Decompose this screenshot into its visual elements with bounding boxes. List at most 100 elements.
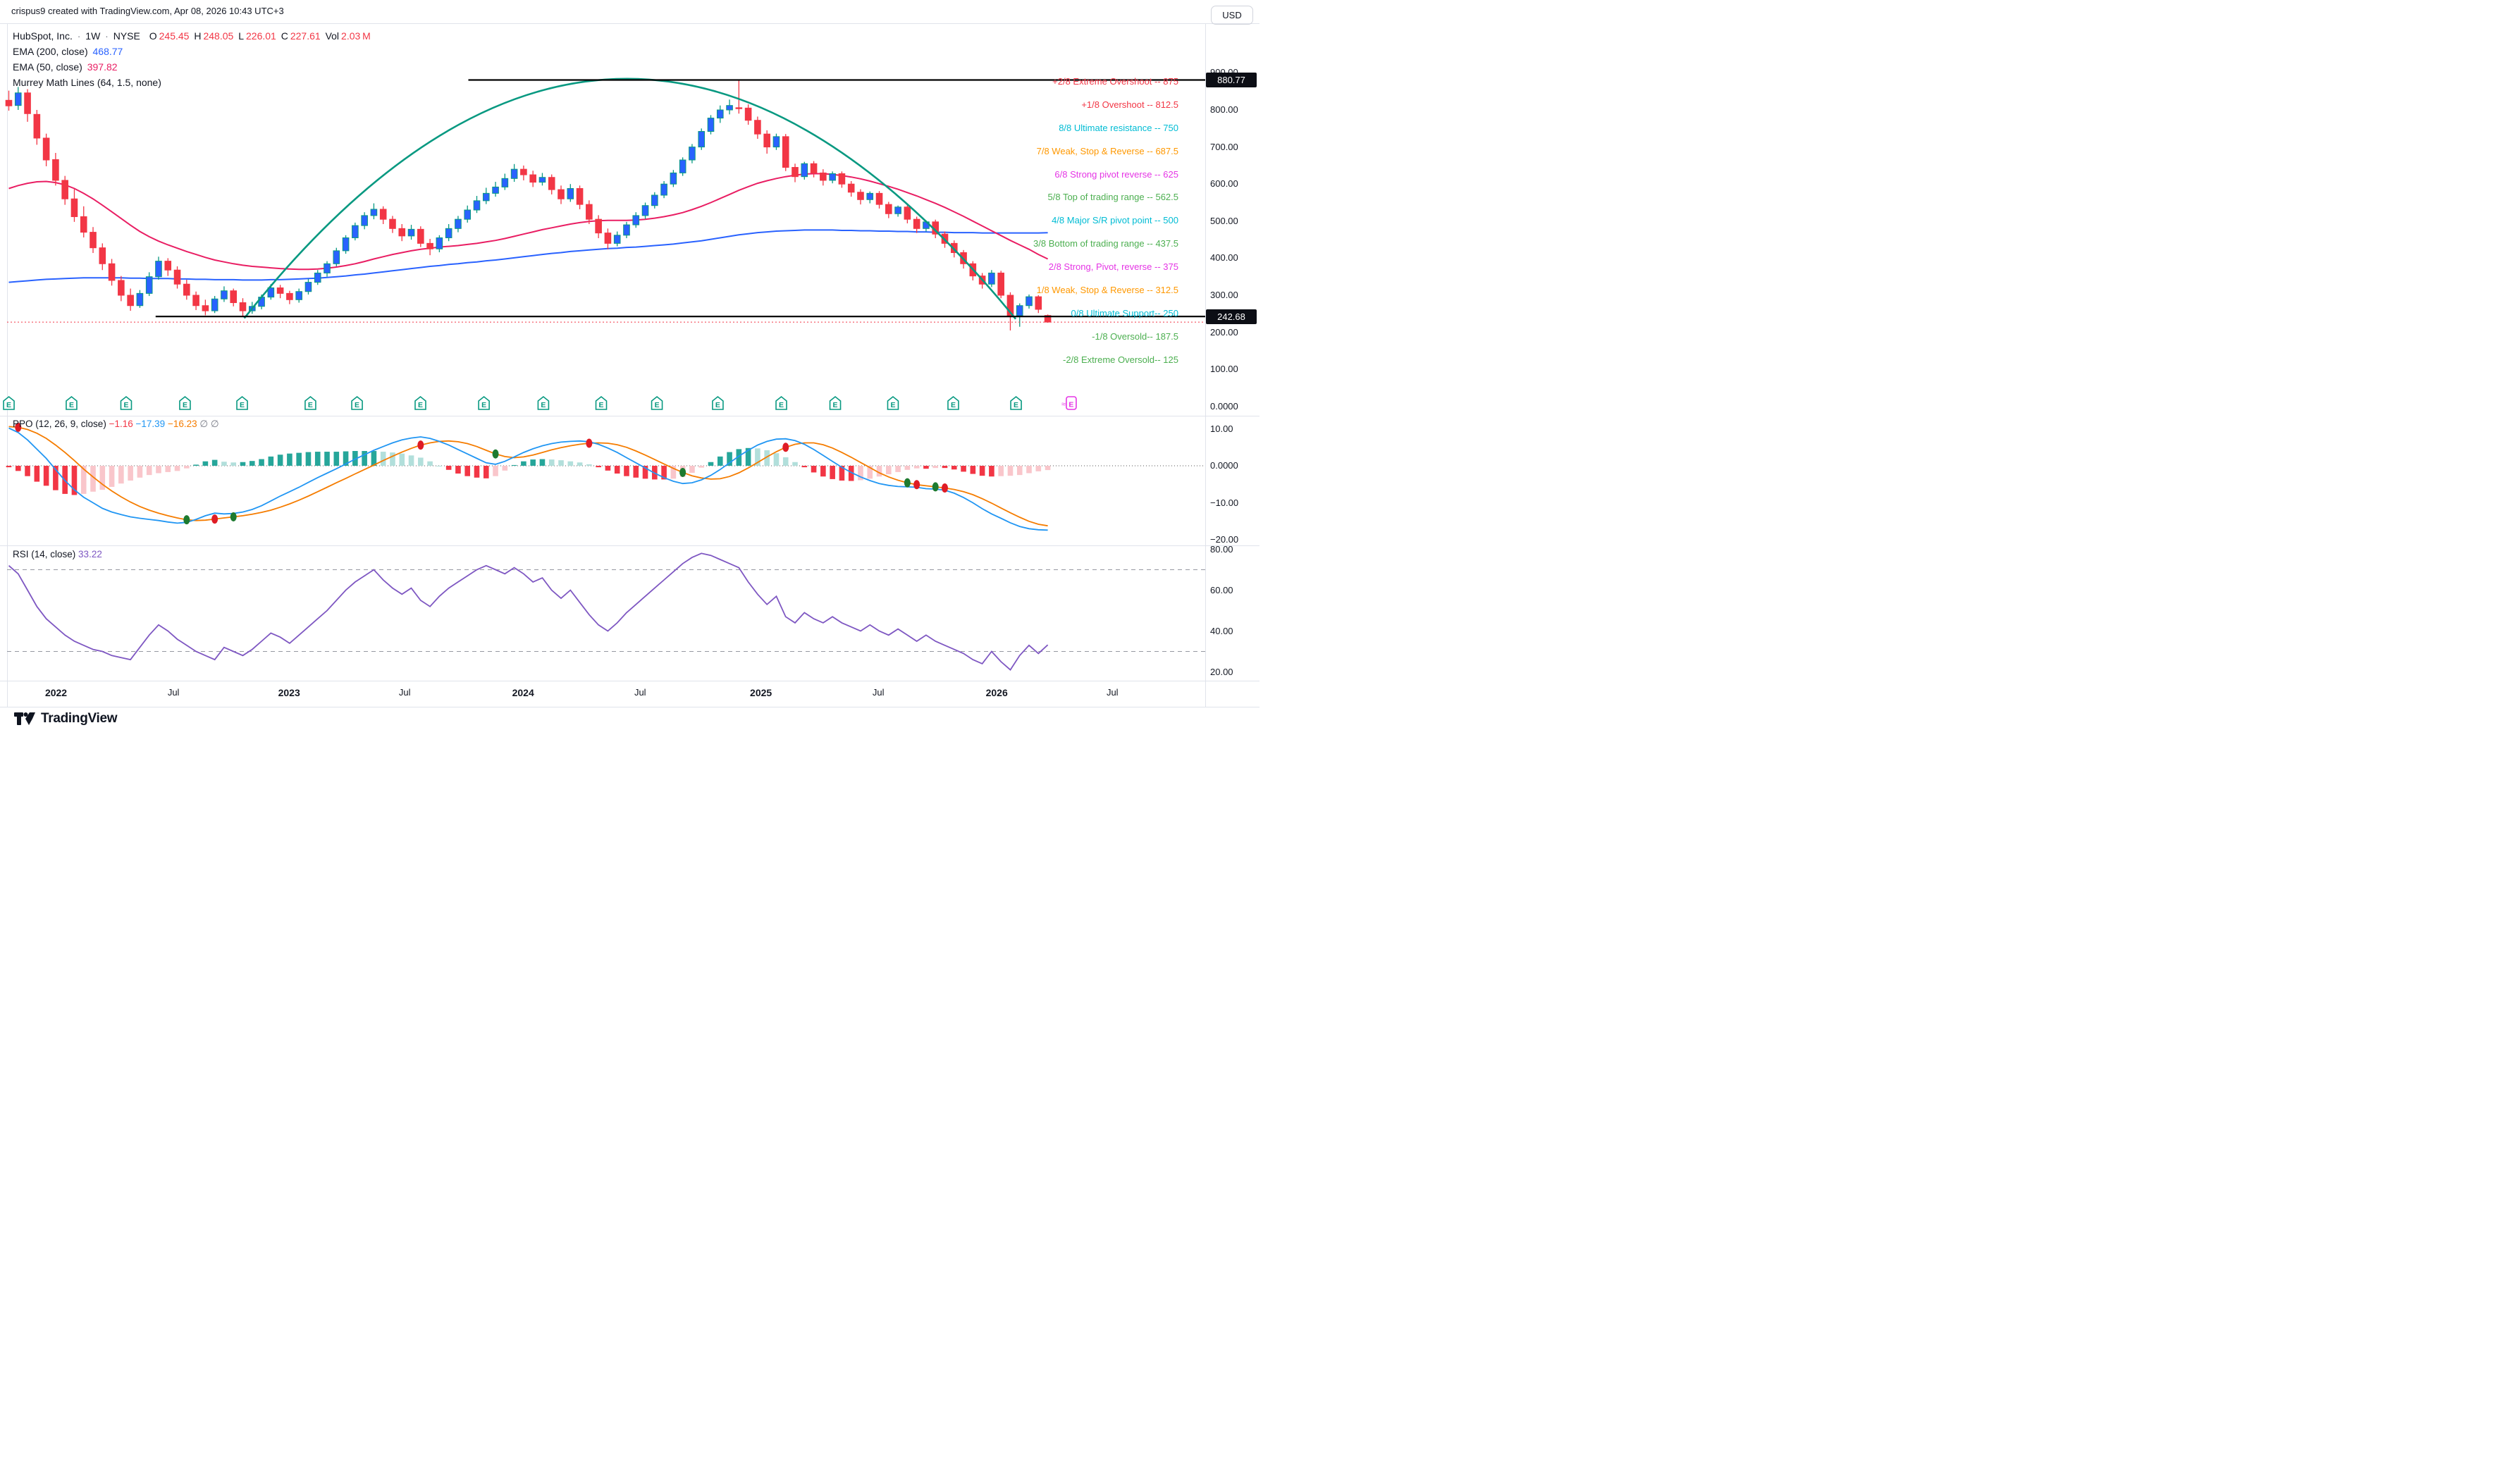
- earnings-icon-shape: [3, 395, 15, 410]
- price-badge-242.68: 242.68: [1206, 309, 1257, 324]
- earnings-icon[interactable]: E: [304, 395, 316, 410]
- symbol-legend-row[interactable]: HubSpot, Inc. · 1W · NYSE O 245.45 H 248.0…: [13, 30, 371, 42]
- earnings-icon[interactable]: E: [478, 395, 490, 410]
- murrey-legend-row[interactable]: Murrey Math Lines (64, 1.5, none): [13, 77, 161, 88]
- ppo-histogram-bar: [577, 462, 583, 466]
- price-scale-divider: [1205, 23, 1206, 707]
- ppo-histogram-bar: [268, 456, 274, 466]
- candle-body: [885, 204, 892, 214]
- earnings-icon[interactable]: E: [351, 395, 363, 410]
- ppo-toggle-icon-1[interactable]: ∅: [199, 419, 209, 429]
- price-tick-600.00: 600.00: [1210, 178, 1238, 190]
- earnings-icon[interactable]: E: [414, 395, 426, 410]
- ppo-histogram-bar: [109, 466, 115, 487]
- rsi-tick-20.00: 20.00: [1210, 666, 1233, 677]
- ppo-cross-dot-green: [183, 515, 190, 525]
- plot-left-border: [7, 23, 8, 707]
- earnings-icon[interactable]: E: [887, 395, 899, 410]
- rsi-tick-40.00: 40.00: [1210, 625, 1233, 636]
- ppo-histogram-bar: [99, 466, 106, 490]
- currency-button[interactable]: USD: [1211, 6, 1253, 25]
- candle-body: [698, 131, 706, 148]
- candle-body: [632, 215, 640, 225]
- earnings-icon[interactable]: E: [66, 395, 78, 410]
- ppo-histogram-bar: [530, 459, 536, 466]
- earnings-icon-letter: E: [890, 401, 895, 409]
- earnings-icon[interactable]: E: [3, 395, 15, 410]
- earnings-icon[interactable]: E: [829, 395, 842, 410]
- earnings-icon-letter: E: [6, 401, 11, 409]
- ppo-histogram-bar: [558, 460, 564, 466]
- ppo-histogram-bar: [464, 466, 471, 476]
- murrey-level-label: 4/8 Major S/R pivot point -- 500: [1052, 215, 1178, 226]
- candle-body: [707, 118, 715, 132]
- candle-body: [370, 209, 378, 216]
- ppo-histogram-bar: [259, 459, 264, 466]
- price-tick-0.0000: 0.0000: [1210, 400, 1238, 412]
- ppo-histogram-bar: [202, 461, 209, 466]
- upcoming-earnings-squiggle: ≈: [1061, 400, 1066, 409]
- ppo-hist-value: −1.16: [109, 419, 133, 429]
- ppo-histogram-bar: [43, 466, 49, 486]
- upcoming-earnings-icon[interactable]: ≈ E: [1061, 396, 1077, 410]
- candle-body: [295, 291, 302, 300]
- candle-body: [829, 173, 836, 181]
- chart-canvas[interactable]: E E E E E E E E E E E E E E E E E E ≈ E: [0, 0, 1260, 742]
- earnings-icon[interactable]: E: [947, 395, 959, 410]
- candle-body: [679, 159, 686, 173]
- candle-body: [744, 107, 752, 121]
- candle-body: [324, 263, 331, 273]
- candle-body: [763, 133, 770, 148]
- earnings-icon-letter: E: [240, 401, 245, 409]
- time-label-Jul: Jul: [398, 687, 411, 698]
- ppo-histogram-bar: [596, 466, 601, 468]
- ppo-histogram-bar: [932, 466, 939, 469]
- ppo-cross-dot-red: [942, 483, 948, 493]
- earnings-icon[interactable]: E: [775, 395, 787, 410]
- ppo-histogram-bar: [989, 466, 994, 477]
- ppo-legend-row[interactable]: PPO (12, 26, 9, close) −1.16 −17.39 −16.…: [13, 419, 219, 429]
- candle-body: [61, 180, 68, 199]
- ppo-histogram-bar: [221, 462, 227, 466]
- ppo-histogram-bar: [324, 452, 330, 466]
- ppo-histogram-bar: [624, 466, 629, 476]
- time-label-2024: 2024: [512, 687, 534, 698]
- candle-body: [267, 287, 275, 298]
- ema50-legend-row[interactable]: EMA (50, close) 397.82: [13, 61, 118, 73]
- ppo-histogram-bar: [211, 459, 218, 466]
- ppo-histogram-bar: [633, 466, 639, 478]
- drawn-arc[interactable]: [243, 78, 1017, 320]
- time-label-Jul: Jul: [1106, 687, 1119, 698]
- pane-divider-rsi[interactable]: [0, 545, 1260, 546]
- candle-body: [792, 167, 799, 178]
- ppo-histogram-bar: [1035, 466, 1042, 471]
- earnings-icon[interactable]: E: [179, 395, 191, 410]
- earnings-icon[interactable]: E: [120, 395, 133, 410]
- candle-body: [99, 247, 106, 264]
- candle-body: [164, 261, 172, 271]
- earnings-icon[interactable]: E: [712, 395, 724, 410]
- high-value: 248.05: [203, 30, 234, 42]
- earnings-icon[interactable]: E: [595, 395, 608, 410]
- ppo-histogram-bar: [362, 451, 367, 466]
- candle-body: [464, 209, 472, 220]
- ppo-histogram-bar: [184, 466, 190, 469]
- brand-footer[interactable]: TradingView: [14, 710, 118, 727]
- ppo-histogram-bar: [661, 466, 667, 480]
- ema50-line: [8, 173, 1049, 271]
- price-tick-400.00: 400.00: [1210, 252, 1238, 264]
- earnings-icon[interactable]: E: [651, 395, 663, 410]
- ppo-histogram-bar: [727, 452, 732, 466]
- volume-value: 2.03 M: [341, 30, 371, 42]
- ppo-toggle-icon-2[interactable]: ∅: [210, 419, 219, 429]
- candle-body: [276, 287, 284, 294]
- ppo-tick-0.0000: 0.0000: [1210, 460, 1238, 471]
- rsi-legend-row[interactable]: RSI (14, close) 33.22: [13, 549, 102, 559]
- candle-body: [70, 198, 78, 217]
- earnings-icon[interactable]: E: [537, 395, 550, 410]
- ema200-legend-row[interactable]: EMA (200, close) 468.77: [13, 46, 123, 57]
- ppo-histogram-bar: [689, 466, 695, 473]
- earnings-icon[interactable]: E: [1010, 395, 1022, 410]
- earnings-icon[interactable]: E: [236, 395, 248, 410]
- ppo-cross-dot-green: [679, 467, 686, 477]
